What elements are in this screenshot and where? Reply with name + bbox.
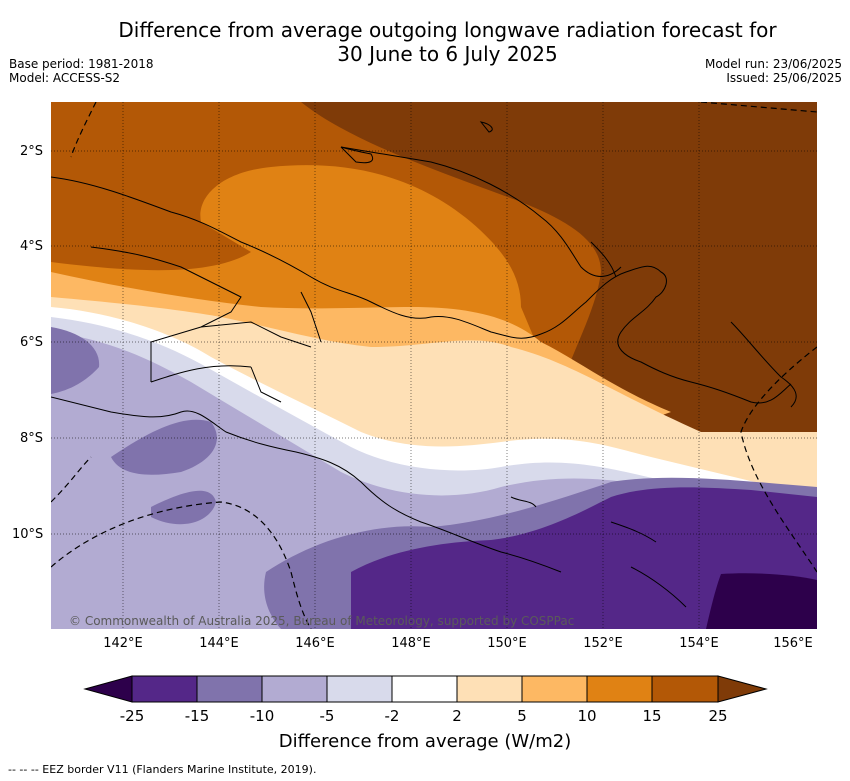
band-lt-neg25 [706,573,817,629]
south-coast [51,396,562,573]
colorbar-high-extend [717,675,768,703]
colorbar-tick-5: -2 [384,707,400,725]
colorbar-bin-9 [651,675,719,703]
anomaly-map [51,102,817,629]
colorbar-tick-9: 15 [642,707,662,725]
island-1 [340,146,374,164]
lon-label-154e: 154°E [679,636,719,651]
lon-label-150e: 150°E [487,636,527,651]
lon-label-152e: 152°E [583,636,623,651]
island-5 [510,496,537,508]
colorbar-tick-4: -5 [319,707,335,725]
colorbar-tick-8: 10 [577,707,597,725]
colorbar-bin-7 [521,675,588,703]
colorbar-tick-2: -15 [184,707,210,725]
map-panel [51,102,817,629]
issued-date: Issued: 25/06/2025 [726,71,842,85]
colorbar-bin-2 [196,675,263,703]
colorbar-bin-6 [456,675,523,703]
lat-label-6s: 6°S [20,335,44,350]
lon-label-144e: 144°E [199,636,239,651]
lon-label-148e: 148°E [391,636,431,651]
border-png [90,246,242,382]
lat-label-4s: 4°S [20,239,44,254]
meta-right: Model run: 23/06/2025 Issued: 25/06/2025 [705,57,842,85]
colorbar-bin-5 [391,675,458,703]
band-neg15-neg10-b [111,419,217,475]
meta-left: Base period: 1981-2018 Model: ACCESS-S2 [9,57,154,85]
colorbar-low-extend [83,675,133,703]
lat-label-10s: 10°S [12,527,44,542]
colorbar-tick-10: 25 [708,707,728,725]
eez-borders [51,102,817,629]
band-neg25-neg15 [351,487,817,629]
model-run: Model run: 23/06/2025 [704,57,842,71]
chart-title: Difference from average outgoing longwav… [60,18,835,66]
copyright-notice: © Commonwealth of Australia 2025, Bureau… [69,614,575,628]
colorbar-tick-1: -25 [119,707,145,725]
colorbar-bin-1 [131,675,198,703]
colorbar-title: Difference from average (W/m2) [278,731,572,752]
nb-island [340,146,622,277]
lat-label-8s: 8°S [20,431,44,446]
province-lines [150,291,322,403]
colorbar-tick-3: -10 [249,707,275,725]
coastlines [51,121,797,608]
lon-label-156e: 156°E [773,636,813,651]
island-3 [590,241,617,278]
band-neg15-neg10-c [151,490,216,525]
island-6 [610,521,657,543]
model-name: Model: ACCESS-S2 [9,71,121,85]
title-line-2: 30 June to 6 July 2025 [337,42,558,66]
island-7 [630,566,687,608]
island-2 [479,121,493,133]
title-line-1: Difference from average outgoing longwav… [118,18,777,42]
island-4 [730,321,797,408]
lon-label-146e: 146°E [295,636,335,651]
new-guinea-coast [51,176,792,404]
colorbar-bin-3 [261,675,328,703]
colorbar-bin-8 [586,675,653,703]
graticule [51,102,817,629]
colorbar-tick-7: 5 [517,707,527,725]
lat-label-2s: 2°S [20,144,44,159]
lon-label-142e: 142°E [103,636,143,651]
colorbar-tick-6: 2 [452,707,462,725]
colorbar [83,675,768,703]
band-neg15-neg10-a [51,327,100,394]
base-period: Base period: 1981-2018 [9,57,154,71]
colorbar-bin-4 [326,675,393,703]
eez-footnote: -- -- -- EEZ border V11 (Flanders Marine… [8,763,317,776]
